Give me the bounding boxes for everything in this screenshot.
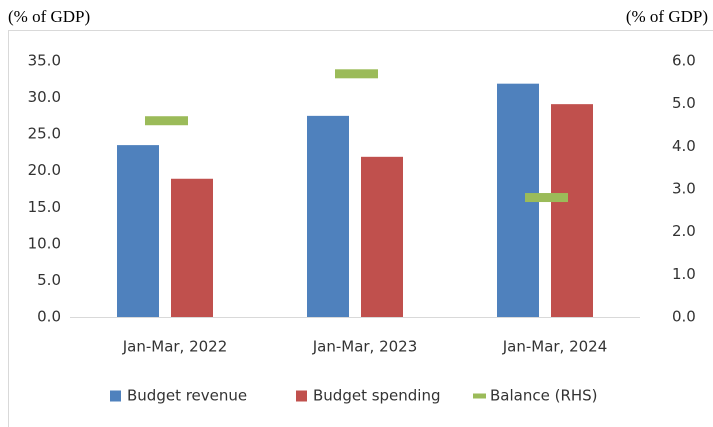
y2-tick-label: 2.0: [672, 222, 696, 240]
bar: [361, 156, 403, 317]
y2-tick-label: 5.0: [672, 94, 696, 112]
bar: [117, 145, 159, 317]
legend-label: Balance (RHS): [490, 387, 598, 405]
balance-marker: [525, 193, 568, 203]
legend-label: Budget spending: [313, 387, 441, 405]
balance-marker: [145, 116, 188, 126]
y-tick-label: 30.0: [28, 88, 61, 106]
x-tick-label: Jan-Mar, 2022: [122, 338, 228, 356]
y-tick-label: 0.0: [37, 308, 61, 326]
y2-axis-label: (% of GDP): [626, 7, 708, 26]
balance-marker: [335, 69, 378, 79]
legend-swatch: [110, 390, 121, 402]
bar: [551, 104, 593, 317]
y2-tick-label: 0.0: [672, 308, 696, 326]
y2-tick-label: 3.0: [672, 180, 696, 198]
y2-tick-label: 4.0: [672, 137, 696, 155]
y2-tick-label: 6.0: [672, 52, 696, 70]
y-tick-label: 5.0: [37, 271, 61, 289]
x-tick-label: Jan-Mar, 2023: [312, 338, 418, 356]
y-tick-label: 35.0: [28, 52, 61, 70]
y-tick-label: 20.0: [28, 161, 61, 179]
y-tick-label: 25.0: [28, 125, 61, 143]
legend-label: Budget revenue: [127, 387, 247, 405]
bar: [307, 115, 349, 317]
x-tick-label: Jan-Mar, 2024: [502, 338, 608, 356]
y2-tick-label: 1.0: [672, 265, 696, 283]
y-tick-label: 10.0: [28, 234, 61, 252]
legend-swatch: [473, 393, 486, 399]
y-tick-label: 15.0: [28, 198, 61, 216]
legend-swatch: [296, 390, 307, 402]
chart-frame: [8, 30, 713, 427]
bar: [171, 178, 213, 317]
y-axis-label: (% of GDP): [8, 7, 90, 26]
